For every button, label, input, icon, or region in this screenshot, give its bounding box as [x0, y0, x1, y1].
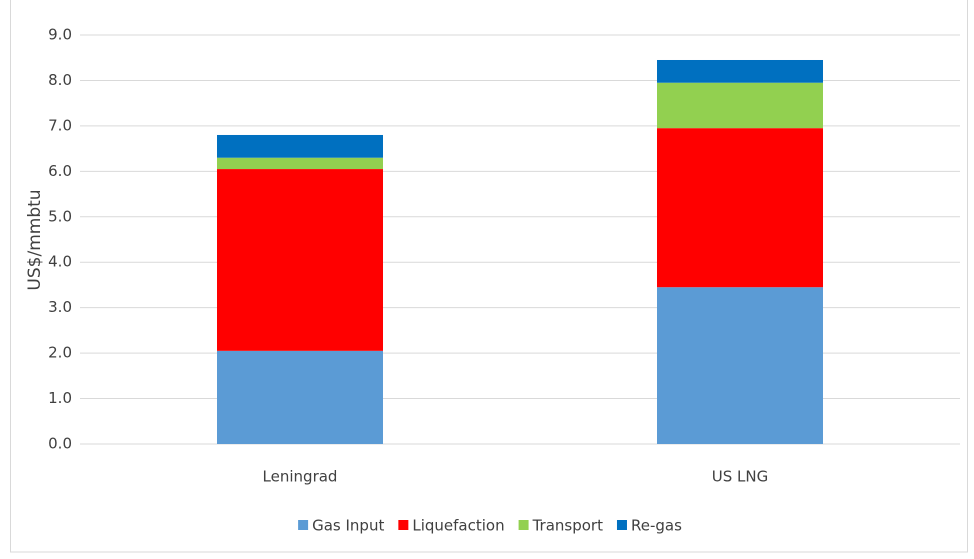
y-tick-label: 9.0 [48, 26, 72, 44]
legend-swatch [298, 520, 309, 530]
bar-segment [657, 82, 823, 129]
bar-segment [657, 59, 823, 83]
y-tick-label: 3.0 [48, 298, 72, 316]
y-axis-label: US$/mmbtu [25, 189, 45, 290]
bar-segment [217, 157, 383, 170]
y-tick-label: 5.0 [48, 207, 72, 225]
legend-swatch [398, 520, 409, 530]
x-tick-label: Leningrad [263, 468, 338, 486]
bar-segment [217, 169, 383, 351]
bar-segment [657, 128, 823, 288]
y-tick-label: 8.0 [48, 71, 72, 89]
y-tick-label: 6.0 [48, 162, 72, 180]
bar-segment [657, 287, 823, 444]
legend-label: Re-gas [631, 517, 682, 535]
legend-label: Transport [532, 517, 604, 535]
y-tick-label: 7.0 [48, 116, 72, 134]
legend-swatch [616, 520, 627, 530]
legend-swatch [518, 520, 529, 530]
y-tick-label: 4.0 [48, 253, 72, 271]
x-tick-label: US LNG [712, 468, 768, 486]
y-tick-label: 0.0 [48, 435, 72, 453]
y-tick-label: 1.0 [48, 389, 72, 407]
legend-label: Liquefaction [412, 517, 504, 535]
bar-segment [217, 350, 383, 444]
bar-segment [217, 134, 383, 158]
legend-label: Gas Input [312, 517, 384, 535]
chart-border [10, 0, 968, 553]
y-tick-label: 2.0 [48, 344, 72, 362]
